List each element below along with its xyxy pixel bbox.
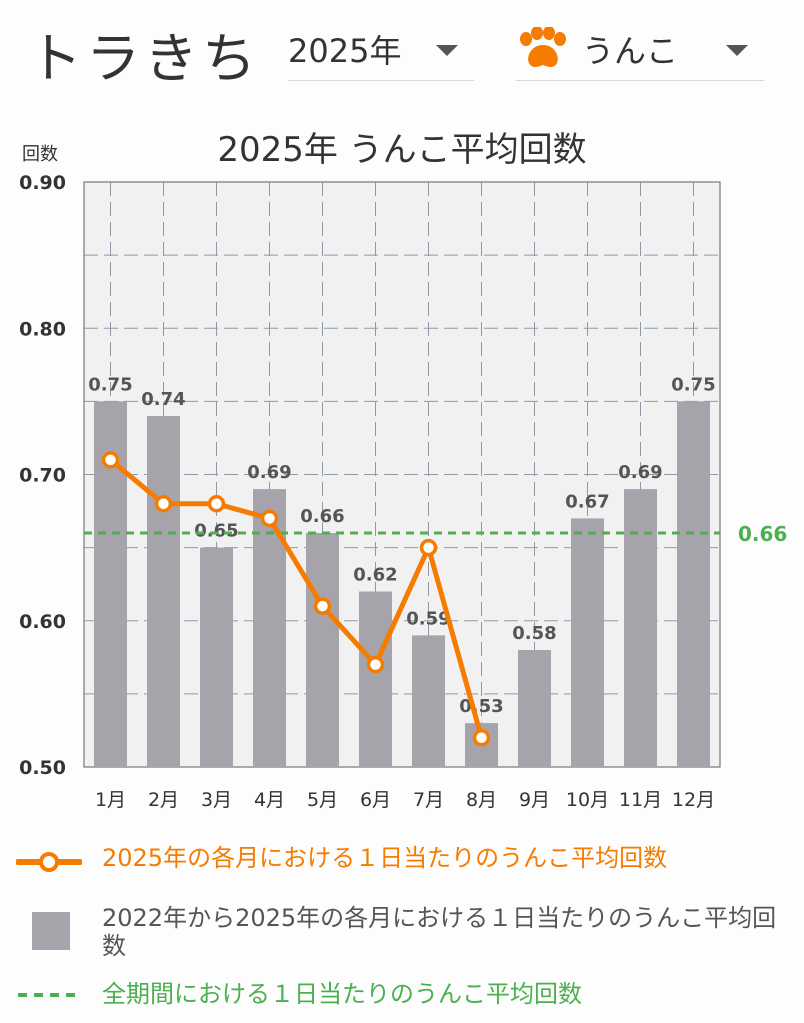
line-point [154,495,173,513]
line-point [313,597,332,615]
bar [624,489,657,767]
bar [147,416,180,767]
legend-avg-label: 全期間における１日当たりのうんこ平均回数 [102,980,582,1008]
legend-line-label: 2025年の各月における１日当たりのうんこ平均回数 [102,844,668,872]
bar-value-label: 0.69 [247,462,291,483]
bar [253,489,286,767]
x-tick-label: 6月 [360,789,391,811]
line-point [419,538,438,557]
paw-icon [520,27,566,67]
bar-value-label: 0.74 [141,389,185,410]
bar [518,650,551,767]
x-tick-label: 3月 [201,789,232,811]
line-point [260,509,279,528]
x-tick-label: 4月 [254,789,285,811]
x-tick-label: 7月 [413,789,444,811]
type-dropdown[interactable]: うんこ [516,18,764,81]
bar-value-label: 0.75 [671,374,715,395]
x-tick-label: 9月 [519,789,550,811]
legend-bar-swatch [32,912,70,950]
bar-value-label: 0.67 [565,491,609,512]
legend-bar-label: 2022年から2025年の各月における１日当たりのうんこ平均回数 [102,904,777,960]
bar [306,533,339,767]
line-point [101,451,120,469]
chevron-down-icon [436,45,458,56]
bar-value-label: 0.53 [459,696,503,717]
bar-value-label: 0.58 [512,623,556,644]
legend-line-swatch [16,852,82,872]
year-dropdown-value: 2025年 [288,32,402,70]
average-value-label: 0.66 [738,522,787,546]
year-dropdown[interactable]: 2025年 [288,18,474,81]
y-tick-label: 0.70 [19,465,66,487]
line-point [366,655,385,674]
x-tick-label: 8月 [466,789,497,811]
x-tick-label: 2月 [148,789,179,811]
x-tick-label: 1月 [95,789,126,811]
bar-value-label: 0.69 [618,462,662,483]
x-tick-label: 5月 [307,789,338,811]
bar [200,547,233,767]
type-dropdown-value: うんこ [582,32,679,70]
x-tick-label: 10月 [566,789,609,811]
chart: 0.90 0.80 0.70 0.60 0.50 1月 2月 3月 4月 5月 6月 7月 8月 9月 10… [19,172,787,811]
bar-value-label: 0.75 [88,374,132,395]
y-tick-label: 0.50 [19,757,66,779]
series-line [108,457,484,741]
x-tick-label: 12月 [672,789,715,811]
line-point [207,495,226,513]
y-tick-label: 0.60 [19,611,66,633]
bar-value-label: 0.62 [353,565,397,586]
x-tick-label: 11月 [619,789,662,811]
bar-value-label: 0.66 [300,506,344,527]
bar [571,518,604,767]
bar [412,635,445,767]
bar [359,591,392,767]
plot-frame [83,181,721,768]
bar-value-label: 0.59 [406,608,450,629]
y-tick-label: 0.80 [19,318,66,340]
bar-value-label: 0.65 [194,521,238,542]
y-axis-label: 回数 [22,144,58,165]
legend-avg-swatch [18,993,80,997]
chart-title: 2025年 うんこ平均回数 [217,130,587,170]
chevron-down-icon [726,45,748,56]
app-title: トラきち [28,27,260,90]
y-tick-label: 0.90 [19,172,66,194]
line-point [472,729,491,747]
bar [677,401,710,767]
